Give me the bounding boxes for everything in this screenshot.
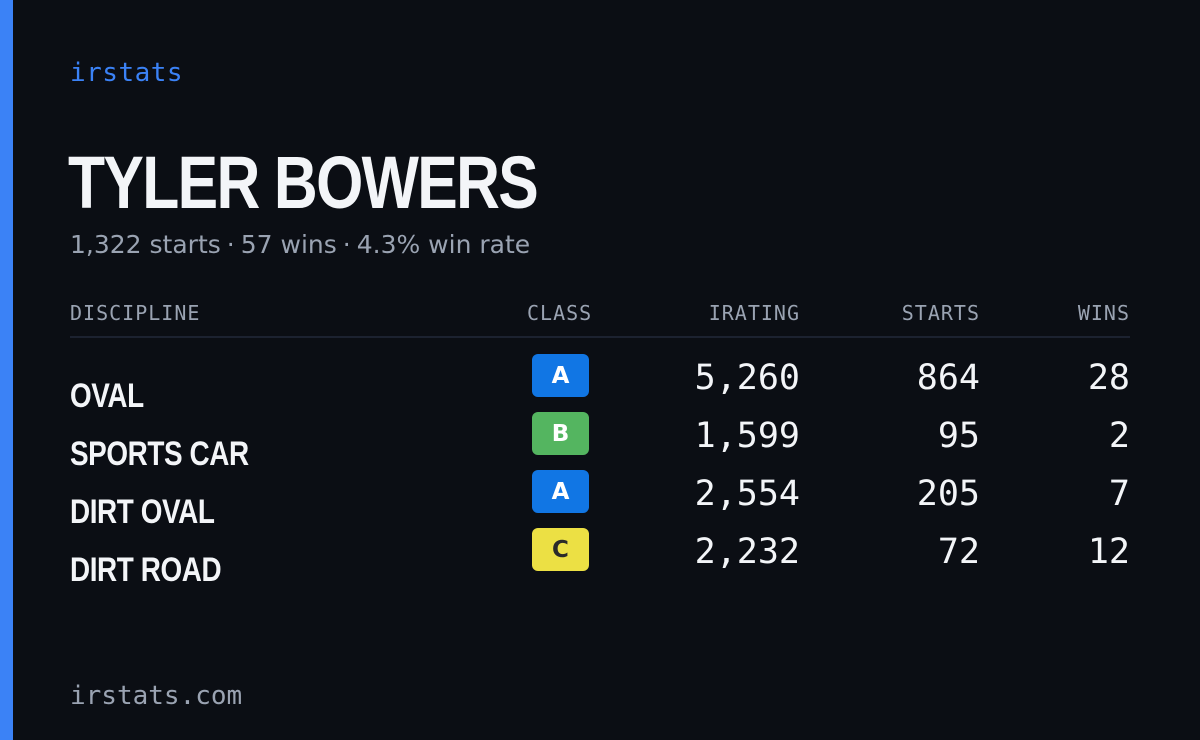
header-wins: WINS bbox=[1077, 301, 1130, 325]
license-class-badge: A bbox=[532, 470, 589, 513]
table-row: DIRT OVAL A 2,554 205 7 bbox=[70, 470, 1130, 531]
footer-url[interactable]: irstats.com bbox=[70, 681, 243, 711]
table-row: SPORTS CAR B 1,599 95 2 bbox=[70, 412, 1130, 473]
summary-separator: · bbox=[342, 230, 351, 259]
discipline-name: OVAL bbox=[70, 377, 144, 415]
header-discipline: DISCIPLINE bbox=[70, 301, 201, 325]
table-body: OVAL A 5,260 864 28 SPORTS CAR B 1,599 9… bbox=[70, 354, 1130, 589]
driver-summary: 1,322 starts · 57 wins · 4.3% win rate bbox=[70, 229, 530, 261]
header-class: CLASS bbox=[527, 301, 593, 325]
discipline-name: DIRT OVAL bbox=[70, 493, 215, 531]
summary-wins: 57 wins bbox=[240, 230, 337, 259]
irating-value: 2,232 bbox=[694, 532, 800, 572]
wins-value: 28 bbox=[1087, 358, 1130, 398]
table-header: DISCIPLINE CLASS IRATING STARTS WINS bbox=[70, 296, 1130, 338]
summary-separator: · bbox=[226, 230, 235, 259]
starts-value: 864 bbox=[916, 358, 980, 398]
wins-value: 2 bbox=[1108, 416, 1130, 456]
irating-value: 5,260 bbox=[694, 358, 800, 398]
summary-win-rate: 4.3% win rate bbox=[356, 230, 531, 259]
summary-starts: 1,322 starts bbox=[70, 230, 221, 259]
header-starts: STARTS bbox=[901, 301, 980, 325]
driver-name: TYLER BOWERS bbox=[68, 141, 539, 224]
accent-bar bbox=[0, 0, 13, 740]
starts-value: 95 bbox=[937, 416, 980, 456]
license-class-badge: B bbox=[532, 412, 589, 455]
brand-logo: irstats bbox=[70, 58, 184, 88]
irating-value: 1,599 bbox=[694, 416, 800, 456]
starts-value: 72 bbox=[937, 532, 980, 572]
irating-value: 2,554 bbox=[694, 474, 800, 514]
wins-value: 12 bbox=[1087, 532, 1130, 572]
license-class-badge: C bbox=[532, 528, 589, 571]
wins-value: 7 bbox=[1108, 474, 1130, 514]
starts-value: 205 bbox=[916, 474, 980, 514]
table-row: OVAL A 5,260 864 28 bbox=[70, 354, 1130, 415]
header-irating: IRATING bbox=[708, 301, 800, 325]
stats-table: DISCIPLINE CLASS IRATING STARTS WINS OVA… bbox=[70, 296, 1130, 589]
table-row: DIRT ROAD C 2,232 72 12 bbox=[70, 528, 1130, 589]
discipline-name: DIRT ROAD bbox=[70, 551, 222, 589]
discipline-name: SPORTS CAR bbox=[70, 435, 249, 473]
license-class-badge: A bbox=[532, 354, 589, 397]
